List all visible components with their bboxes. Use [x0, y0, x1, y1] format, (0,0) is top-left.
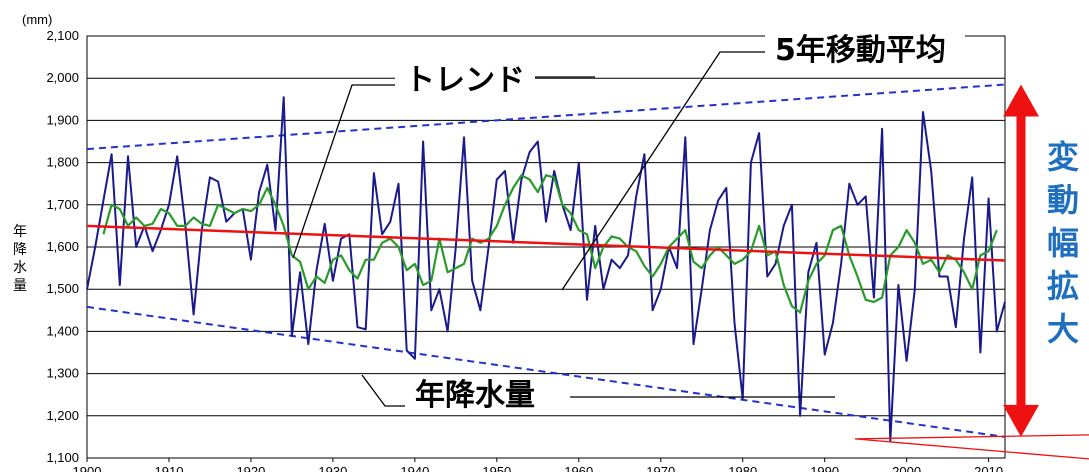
trend-line-group — [86, 224, 1006, 262]
x-tick-label: 1960 — [564, 464, 593, 472]
x-axis-ticks: 1900 1910 1920 1930 1940 1950 1960 1970 1980 1990… — [73, 458, 1003, 472]
x-tick-label: 1990 — [810, 464, 839, 472]
y-tick-label: 1,800 — [46, 155, 79, 170]
y-tick-label: 1,700 — [46, 197, 79, 212]
unit-label: (mm) — [22, 12, 52, 27]
x-tick-label: 1900 — [73, 464, 102, 472]
y-tick-label: 1,400 — [46, 323, 79, 338]
y-tick-label: 1,300 — [46, 366, 79, 381]
annual-precip-line — [86, 96, 1006, 443]
moving-average-line — [102, 174, 998, 314]
envelope-upper-line — [86, 83, 1006, 151]
envelope-lower-line — [86, 305, 1006, 438]
annual-label: 年降水量 — [415, 378, 535, 413]
y-axis-label-char: 年 — [13, 224, 27, 240]
y-tick-label: 1,100 — [46, 450, 79, 465]
x-tick-label: 1920 — [236, 464, 265, 472]
series-lines — [86, 96, 1006, 443]
annual-label-bg — [405, 375, 545, 415]
range-arrow-head-bottom — [1003, 404, 1039, 437]
pointer-line-a — [854, 434, 1089, 440]
x-tick-label: 1930 — [318, 464, 347, 472]
trend-label: トレンド — [405, 63, 525, 98]
x-tick-label: 1910 — [155, 464, 184, 472]
side-text-char: 大 — [1047, 310, 1079, 348]
y-tick-label: 2,100 — [46, 28, 79, 43]
trend-line — [86, 224, 1006, 262]
x-tick-label: 1950 — [482, 464, 511, 472]
y-axis-label-char: 水 — [13, 260, 27, 276]
y-tick-label: 1,600 — [46, 239, 79, 254]
x-tick-label: 1980 — [728, 464, 757, 472]
y-tick-label: 1,900 — [46, 112, 79, 127]
moving-avg-label-bg — [765, 30, 965, 70]
y-tick-label: 1,500 — [46, 281, 79, 296]
y-axis-ticks: 1,100 1,200 1,300 1,400 1,500 1,600 1,700 1,800… — [46, 28, 79, 465]
x-tick-label: 2000 — [892, 464, 921, 472]
pointer-line-b — [854, 438, 1089, 460]
side-text-char: 拡 — [1047, 267, 1079, 305]
y-axis-label-char: 降 — [13, 242, 27, 258]
moving-avg-leader — [561, 51, 770, 291]
side-text-char: 動 — [1047, 181, 1079, 219]
moving-avg-label: 5年移動平均 — [775, 33, 946, 68]
y-tick-label: 1,200 — [46, 408, 79, 423]
y-tick-label: 2,000 — [46, 70, 79, 85]
trend-leader — [292, 84, 395, 259]
y-axis-label-char: 量 — [13, 278, 27, 294]
trend-label-bg — [395, 60, 535, 100]
side-text-char: 幅 — [1047, 224, 1079, 262]
x-tick-label: 2010 — [974, 464, 1003, 472]
side-text-char: 変 — [1047, 138, 1079, 176]
range-arrow-head-top — [1003, 84, 1039, 117]
x-tick-label: 1970 — [646, 464, 675, 472]
variability-envelope — [86, 83, 1006, 438]
y-axis-label: 年降水量 — [13, 224, 27, 294]
grid — [86, 35, 1006, 459]
x-tick-label: 1940 — [400, 464, 429, 472]
annual-leader — [361, 374, 408, 407]
